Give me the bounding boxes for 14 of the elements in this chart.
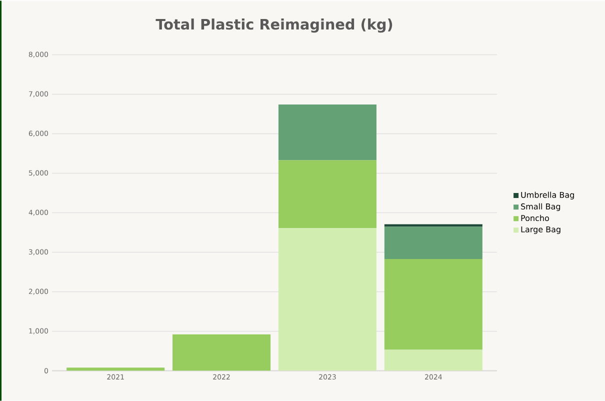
bar	[278, 104, 376, 160]
legend-label: Large Bag	[521, 226, 560, 234]
bar	[384, 224, 482, 226]
legend-label: Poncho	[521, 214, 549, 221]
legend-label: Umbrella Bag	[521, 191, 574, 200]
bar	[66, 367, 165, 370]
chart-title: Total Plastic Reimagined (kg)	[156, 18, 392, 32]
legend-label: Small Bag	[521, 203, 560, 211]
bar	[384, 258, 482, 350]
bar	[172, 334, 271, 370]
bar	[384, 350, 482, 370]
bar	[384, 226, 482, 259]
bar	[278, 160, 376, 228]
bar	[278, 228, 376, 370]
